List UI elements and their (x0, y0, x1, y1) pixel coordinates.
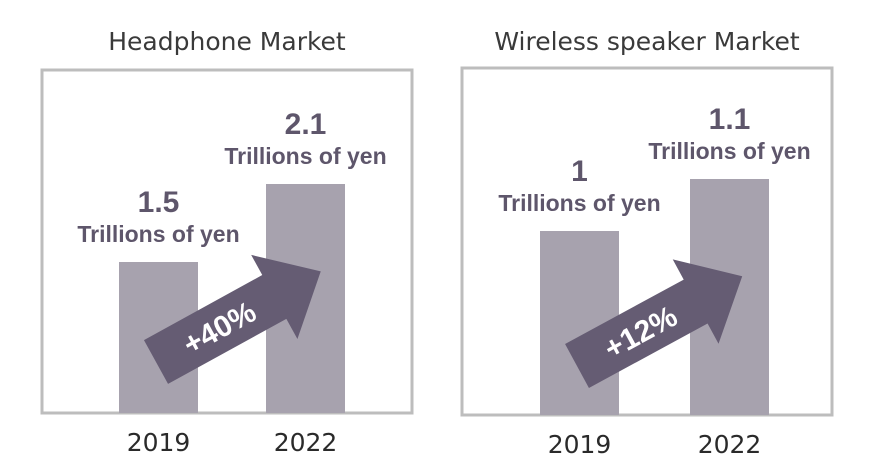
x-tick-label: 2019 (127, 428, 191, 457)
value-label: 1.5 (138, 186, 180, 219)
unit-label: Trillions of yen (498, 190, 660, 216)
value-label: 1.1 (709, 103, 751, 136)
unit-label: Trillions of yen (77, 221, 239, 247)
chart-title: Wireless speaker Market (494, 27, 799, 56)
unit-label: Trillions of yen (224, 143, 386, 169)
value-label: 1 (571, 155, 588, 188)
x-tick-label: 2019 (548, 430, 612, 459)
unit-label: Trillions of yen (648, 138, 810, 164)
chart-frame (40, 68, 414, 415)
x-tick-label: 2022 (274, 428, 338, 457)
arrow-icon (143, 254, 321, 384)
arrow-icon (565, 259, 743, 388)
x-tick-label: 2022 (698, 430, 762, 459)
chart-frame (460, 66, 834, 417)
value-label: 2.1 (285, 108, 327, 141)
chart-title: Headphone Market (108, 27, 346, 56)
